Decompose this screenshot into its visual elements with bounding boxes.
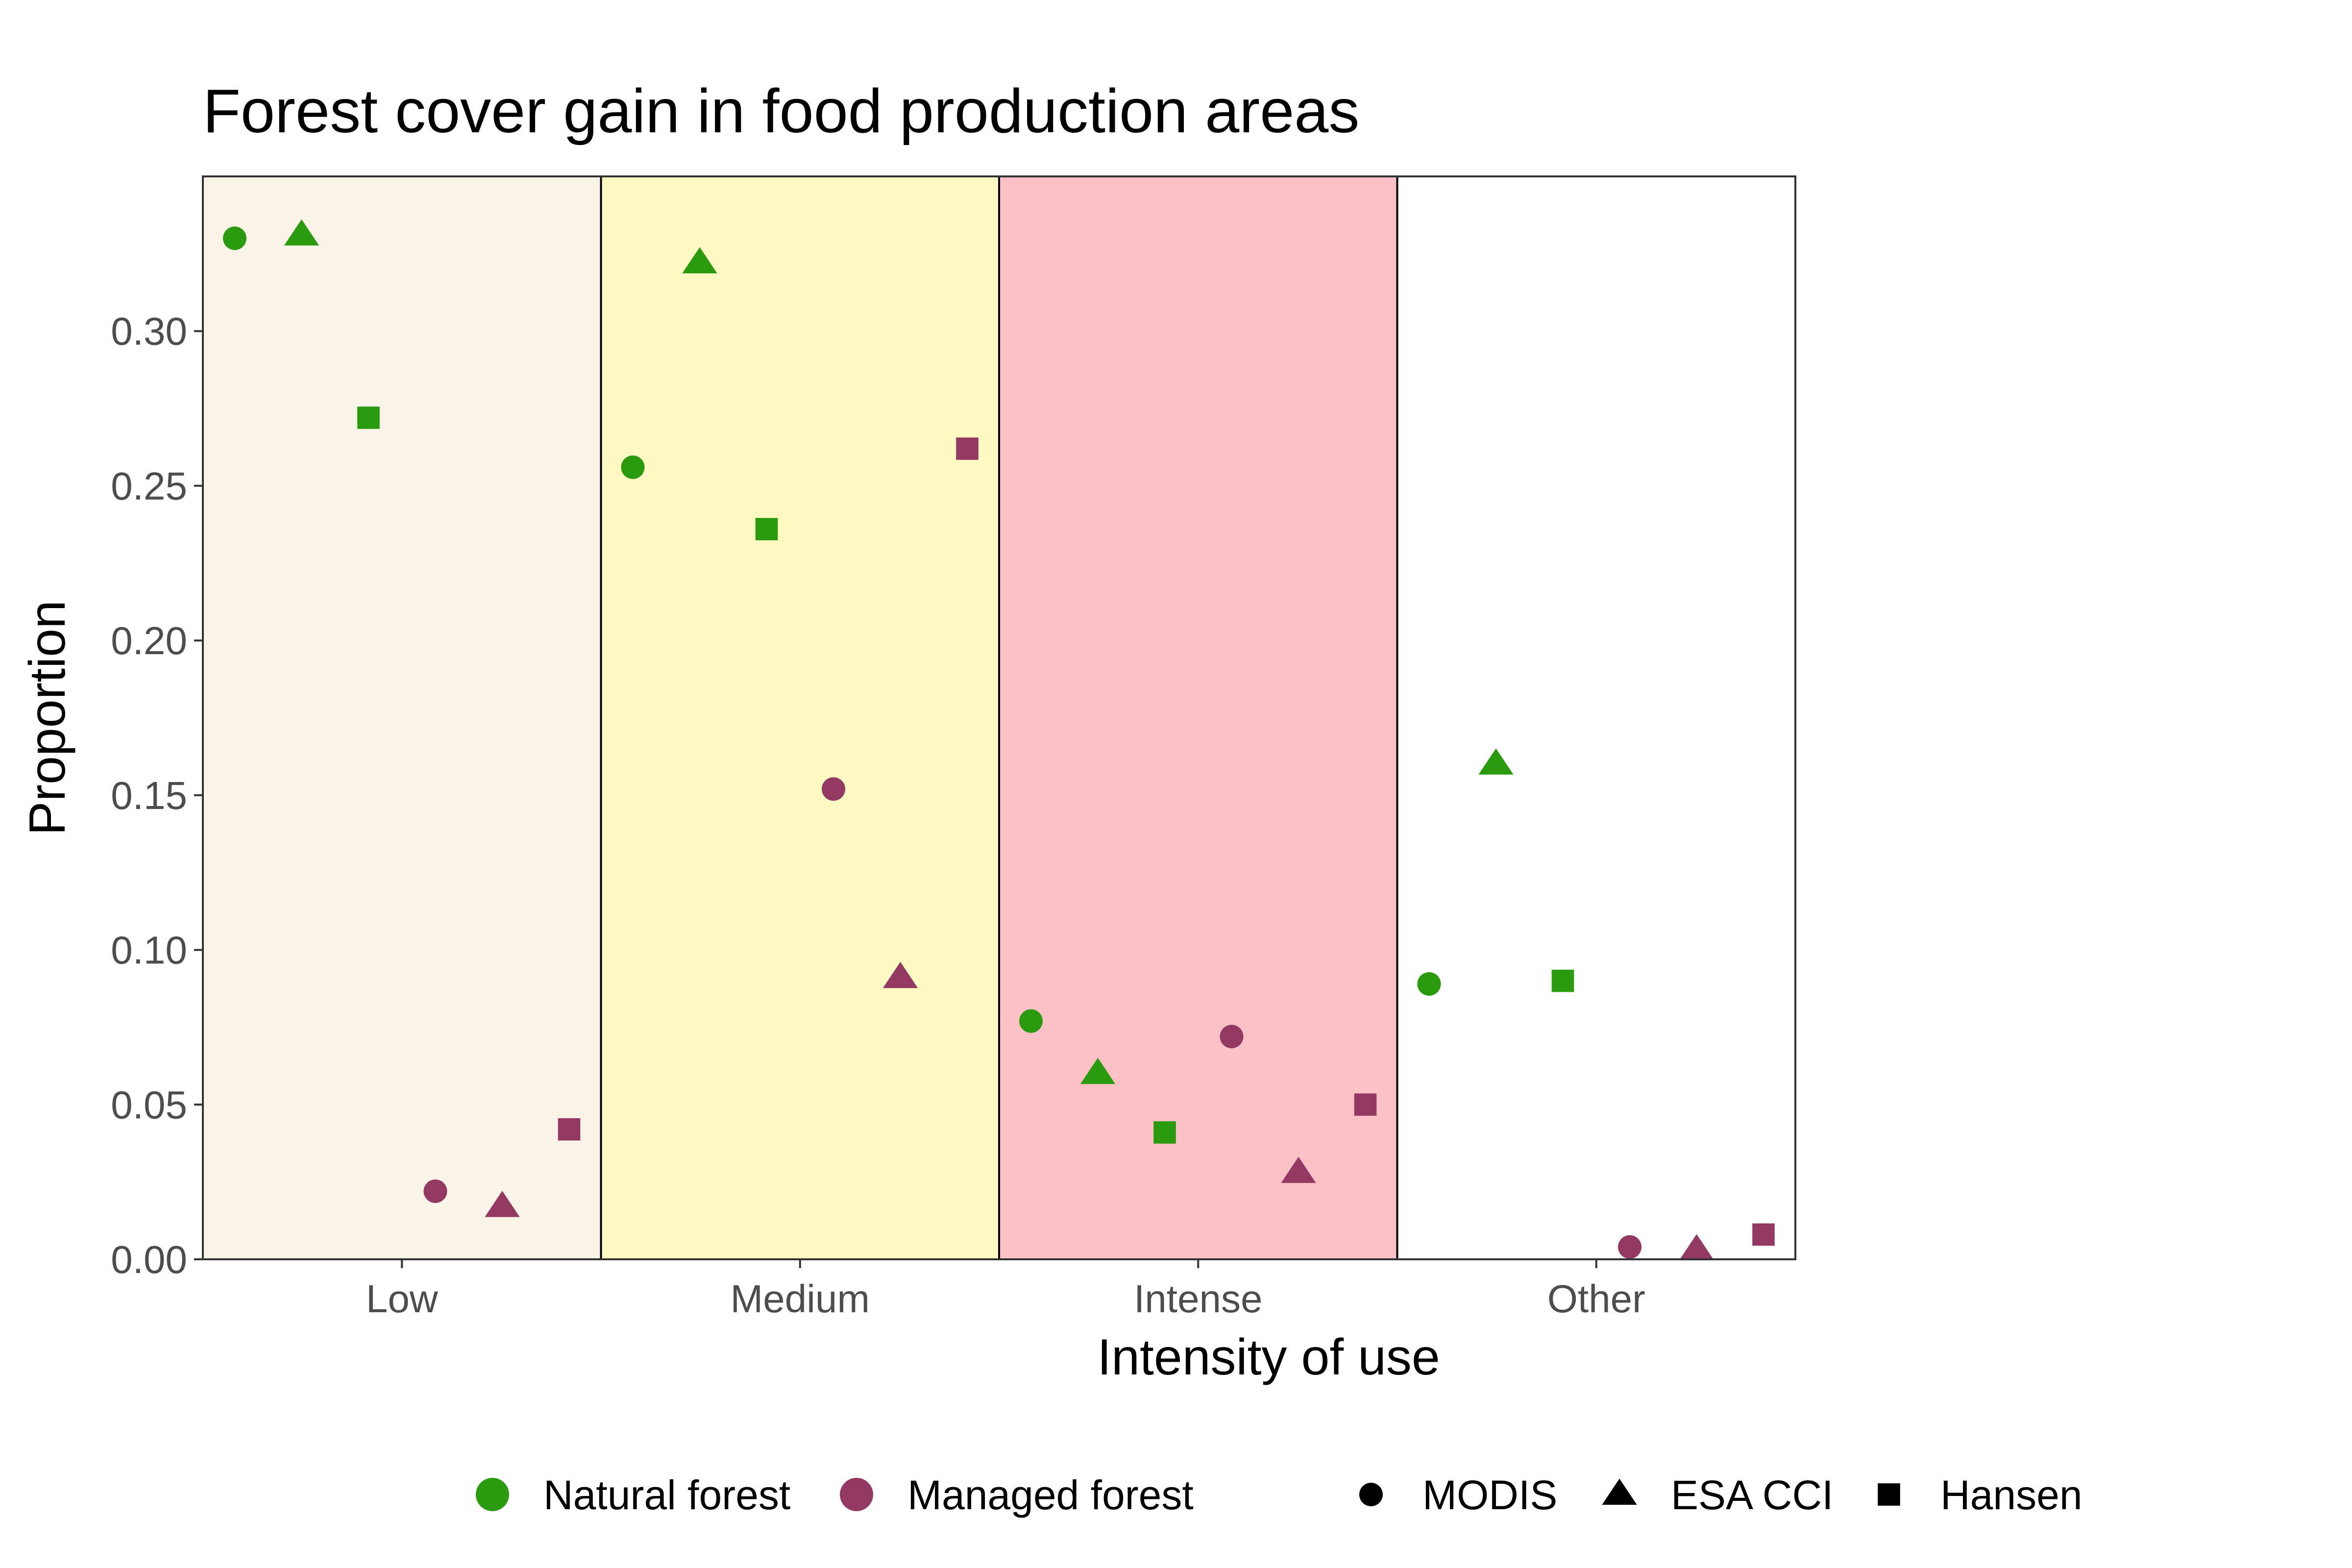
point-low-natural-forest-esa-cci [284, 219, 319, 246]
panel-medium [601, 176, 999, 1259]
x-tick-label: Intense [1134, 1277, 1262, 1321]
point-intense-managed-forest-esa-cci [1281, 1156, 1316, 1183]
x-axis: Low Medium Intense Other [366, 1259, 1645, 1321]
y-tick-label: 0.25 [111, 464, 187, 508]
point-low-managed-forest-esa-cci [485, 1191, 520, 1217]
point-other-managed-forest-hansen [1752, 1223, 1775, 1246]
point-medium-managed-forest-modis [822, 777, 845, 801]
point-medium-managed-forest-hansen [956, 437, 979, 460]
panel-low [203, 176, 601, 1259]
y-axis-title: Proportion [19, 600, 76, 835]
point-medium-natural-forest-hansen [755, 518, 778, 540]
category-panels [203, 176, 1795, 1259]
legend-label-hansen: Hansen [1940, 1472, 2082, 1518]
point-low-natural-forest-modis [223, 226, 246, 250]
y-tick-label: 0.10 [111, 929, 187, 972]
panel-intense [999, 176, 1397, 1259]
point-other-natural-forest-hansen [1551, 969, 1574, 992]
point-other-managed-forest-esa-cci [1679, 1234, 1715, 1261]
x-axis-title: Intensity of use [1097, 1329, 1440, 1386]
panel-other [1397, 176, 1795, 1259]
chart-title: Forest cover gain in food production are… [203, 76, 1359, 146]
category-dividers [600, 176, 1398, 1259]
point-medium-natural-forest-esa-cci [682, 247, 717, 273]
y-axis: 0.00 0.05 0.10 0.15 0.20 0.25 0.30 [111, 310, 203, 1281]
point-intense-managed-forest-modis [1220, 1025, 1244, 1049]
legend-key-hansen [1878, 1483, 1900, 1506]
plot-border [202, 175, 1796, 1260]
point-medium-natural-forest-modis [621, 455, 645, 479]
point-intense-natural-forest-hansen [1153, 1121, 1176, 1144]
legend-label-esa-cci: ESA CCI [1671, 1472, 1833, 1518]
point-other-natural-forest-modis [1417, 972, 1441, 996]
y-tick-label: 0.15 [111, 774, 187, 817]
y-tick-label: 0.20 [111, 619, 187, 662]
legend-label-managed-forest: Managed forest [907, 1472, 1194, 1518]
legend: Natural forest Managed forest MODIS ESA CCI… [476, 1472, 2082, 1518]
x-tick-label: Medium [730, 1277, 870, 1321]
point-low-managed-forest-hansen [558, 1118, 581, 1141]
point-intense-natural-forest-modis [1019, 1009, 1043, 1033]
point-low-natural-forest-hansen [357, 406, 380, 429]
legend-label-natural-forest: Natural forest [543, 1472, 790, 1518]
data-points [223, 219, 1775, 1261]
point-other-managed-forest-modis [1618, 1235, 1642, 1259]
y-tick-label: 0.05 [111, 1083, 187, 1127]
point-medium-managed-forest-esa-cci [882, 962, 918, 988]
x-tick-label: Low [366, 1277, 438, 1321]
legend-label-modis: MODIS [1422, 1472, 1557, 1518]
point-low-managed-forest-modis [423, 1179, 447, 1203]
legend-key-managed-forest [840, 1478, 873, 1511]
x-tick-label: Other [1547, 1277, 1645, 1321]
point-intense-natural-forest-esa-cci [1080, 1057, 1116, 1084]
y-tick-label: 0.00 [111, 1238, 187, 1281]
point-intense-managed-forest-hansen [1354, 1093, 1377, 1116]
legend-key-natural-forest [476, 1478, 509, 1511]
point-other-natural-forest-esa-cci [1478, 748, 1514, 775]
y-tick-label: 0.30 [111, 310, 187, 353]
legend-key-modis [1359, 1483, 1383, 1506]
legend-key-esa-cci [1602, 1478, 1637, 1505]
